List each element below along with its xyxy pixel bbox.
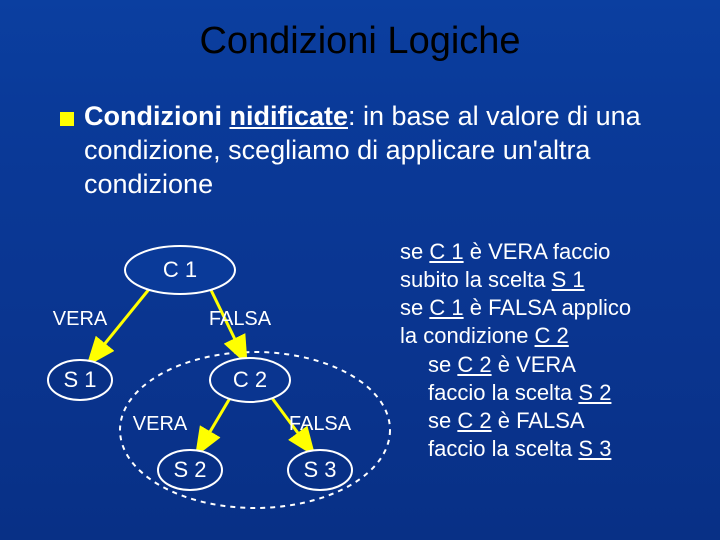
txt: subito la scelta: [400, 267, 552, 292]
txt: faccio la scelta: [428, 436, 578, 461]
exp-line-2: subito la scelta S 1: [400, 266, 710, 294]
slide-title: Condizioni Logiche: [0, 20, 720, 63]
txt: è FALSA applico: [464, 295, 632, 320]
txt: se: [428, 408, 457, 433]
exp-line-1: se C 1 è VERA faccio: [400, 238, 710, 266]
node-label-s3: S 3: [303, 457, 336, 482]
txt: è VERA: [492, 352, 576, 377]
nodes: C 1 S 1 C 2 S 2 S 3: [48, 246, 352, 490]
exp-line-5: se C 2 è VERA: [428, 351, 710, 379]
exp-line-8: faccio la scelta S 3: [428, 435, 710, 463]
exp-line-3: se C 1 è FALSA applico: [400, 294, 710, 322]
explanation-block: se C 1 è VERA faccio subito la scelta S …: [400, 238, 710, 463]
ref-c1: C 1: [429, 239, 463, 264]
ref-c2: C 2: [535, 323, 569, 348]
ref-s1: S 1: [552, 267, 585, 292]
edge-label: FALSA: [289, 413, 352, 435]
ref-s3: S 3: [578, 436, 611, 461]
txt: la condizione: [400, 323, 535, 348]
txt: se: [428, 352, 457, 377]
exp-line-6: faccio la scelta S 2: [428, 379, 710, 407]
ref-c1: C 1: [429, 295, 463, 320]
ref-c2: C 2: [457, 408, 491, 433]
bullet-block: Condizioni nidificate: in base al valore…: [60, 100, 670, 201]
edge-label: VERA: [53, 308, 108, 330]
ref-c2: C 2: [457, 352, 491, 377]
exp-line-4: la condizione C 2: [400, 322, 710, 350]
edge-arrow: [198, 398, 230, 452]
edge-label: FALSA: [209, 308, 272, 330]
exp-line-7: se C 2 è FALSA: [428, 407, 710, 435]
txt: faccio la scelta: [428, 380, 578, 405]
txt: se: [400, 239, 429, 264]
bullet-row: Condizioni nidificate: in base al valore…: [60, 100, 670, 201]
txt: è VERA faccio: [464, 239, 611, 264]
edge-label: VERA: [133, 413, 188, 435]
txt: è FALSA: [492, 408, 585, 433]
bullet-lead-underline: nidificate: [229, 101, 348, 131]
decision-tree-diagram: VERA FALSA VERA FALSA C 1 S 1 C 2 S 2 S 3: [40, 230, 400, 530]
node-label-c2: C 2: [233, 367, 267, 392]
ref-s2: S 2: [578, 380, 611, 405]
bullet-text: Condizioni nidificate: in base al valore…: [84, 100, 670, 201]
slide: Condizioni Logiche Condizioni nidificate…: [0, 0, 720, 540]
txt: se: [400, 295, 429, 320]
bullet-marker-icon: [60, 112, 74, 126]
node-label-s1: S 1: [63, 367, 96, 392]
node-label-s2: S 2: [173, 457, 206, 482]
node-label-c1: C 1: [163, 257, 197, 282]
bullet-lead-bold: Condizioni: [84, 101, 229, 131]
